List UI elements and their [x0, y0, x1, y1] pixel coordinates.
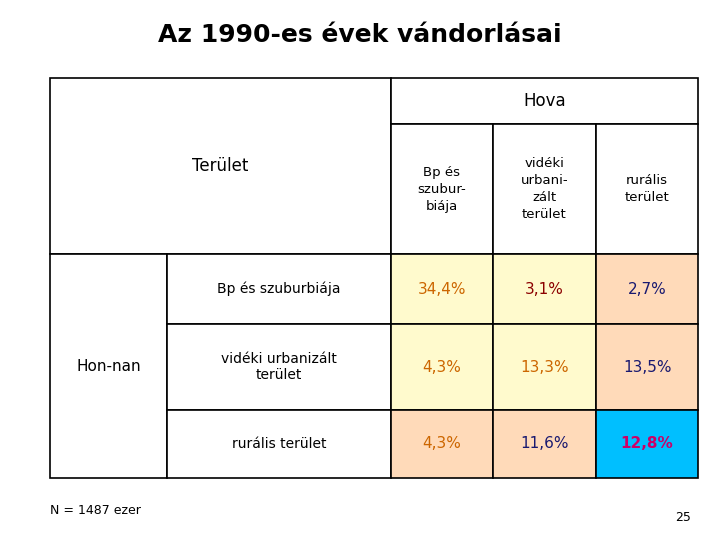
Text: 11,6%: 11,6% — [521, 436, 569, 451]
Text: 4,3%: 4,3% — [423, 436, 462, 451]
Bar — [390, 78, 698, 124]
Text: 3,1%: 3,1% — [525, 281, 564, 296]
Text: 34,4%: 34,4% — [418, 281, 466, 296]
Bar — [390, 124, 493, 254]
Bar — [596, 124, 698, 254]
Text: rurális
terület: rurális terület — [625, 174, 670, 204]
Bar — [167, 410, 391, 478]
Text: 12,8%: 12,8% — [621, 436, 673, 451]
Bar — [596, 324, 698, 410]
Bar — [50, 78, 391, 254]
Text: rurális terület: rurális terület — [232, 437, 326, 451]
Text: N = 1487 ezer: N = 1487 ezer — [50, 504, 141, 517]
Bar — [50, 254, 167, 478]
Text: Hon-nan: Hon-nan — [76, 359, 141, 374]
Text: 25: 25 — [675, 511, 691, 524]
Bar — [167, 324, 391, 410]
Text: Hova: Hova — [523, 92, 566, 110]
Bar — [596, 410, 698, 478]
Bar — [390, 324, 493, 410]
Text: 2,7%: 2,7% — [628, 281, 667, 296]
Bar — [493, 254, 596, 324]
Text: 4,3%: 4,3% — [423, 360, 462, 375]
Text: 13,5%: 13,5% — [623, 360, 671, 375]
Text: vidéki urbanizált
terület: vidéki urbanizált terület — [221, 352, 337, 382]
Text: Bp és szuburbiája: Bp és szuburbiája — [217, 282, 341, 296]
Bar — [390, 254, 493, 324]
Bar — [493, 324, 596, 410]
Bar — [390, 410, 493, 478]
Bar — [493, 410, 596, 478]
Text: Terület: Terület — [192, 157, 248, 175]
Text: 13,3%: 13,3% — [520, 360, 569, 375]
Text: Az 1990-es évek vándorlásai: Az 1990-es évek vándorlásai — [158, 23, 562, 47]
Bar — [167, 254, 391, 324]
Text: vidéki
urbani-
zált
terület: vidéki urbani- zált terület — [521, 157, 568, 221]
Text: Bp és
szubur-
biája: Bp és szubur- biája — [418, 166, 467, 213]
Bar — [493, 124, 596, 254]
Bar — [596, 254, 698, 324]
